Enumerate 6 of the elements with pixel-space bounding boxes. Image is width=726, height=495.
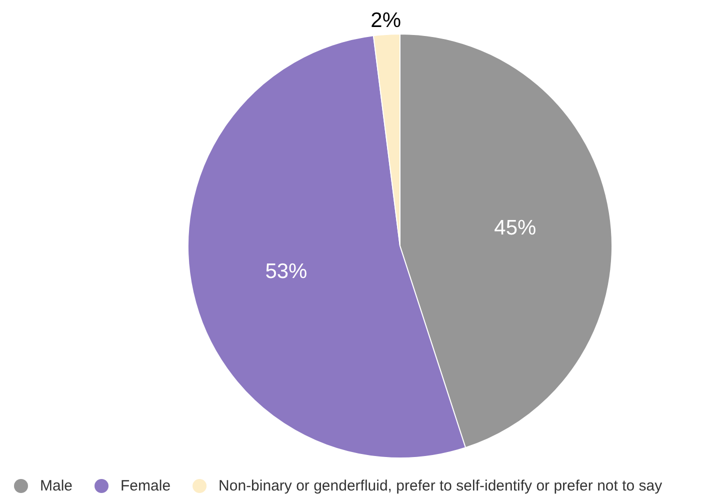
data-label: 53%	[265, 260, 308, 283]
data-label: 2%	[370, 8, 401, 32]
legend-label: Female	[120, 478, 171, 494]
legend-label: Male	[40, 478, 73, 494]
data-label: 45%	[494, 216, 536, 240]
legend-label: Non-binary or genderfluid, prefer to self-identify or prefer not to say	[218, 478, 663, 494]
